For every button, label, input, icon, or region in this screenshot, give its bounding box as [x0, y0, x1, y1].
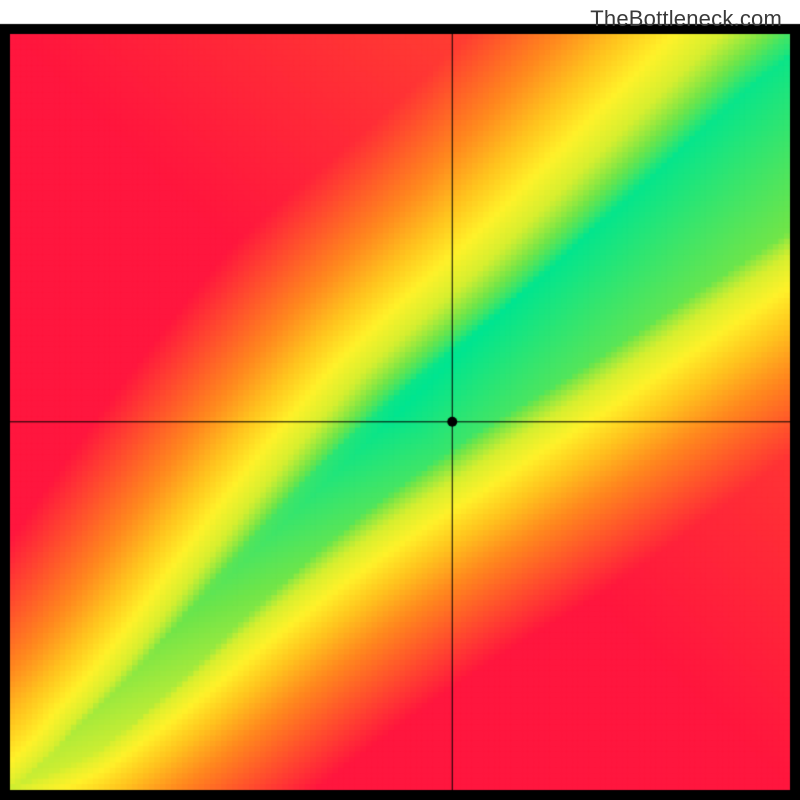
watermark-text: TheBottleneck.com: [590, 6, 782, 32]
heatmap-canvas: [0, 0, 800, 800]
chart-container: TheBottleneck.com: [0, 0, 800, 800]
